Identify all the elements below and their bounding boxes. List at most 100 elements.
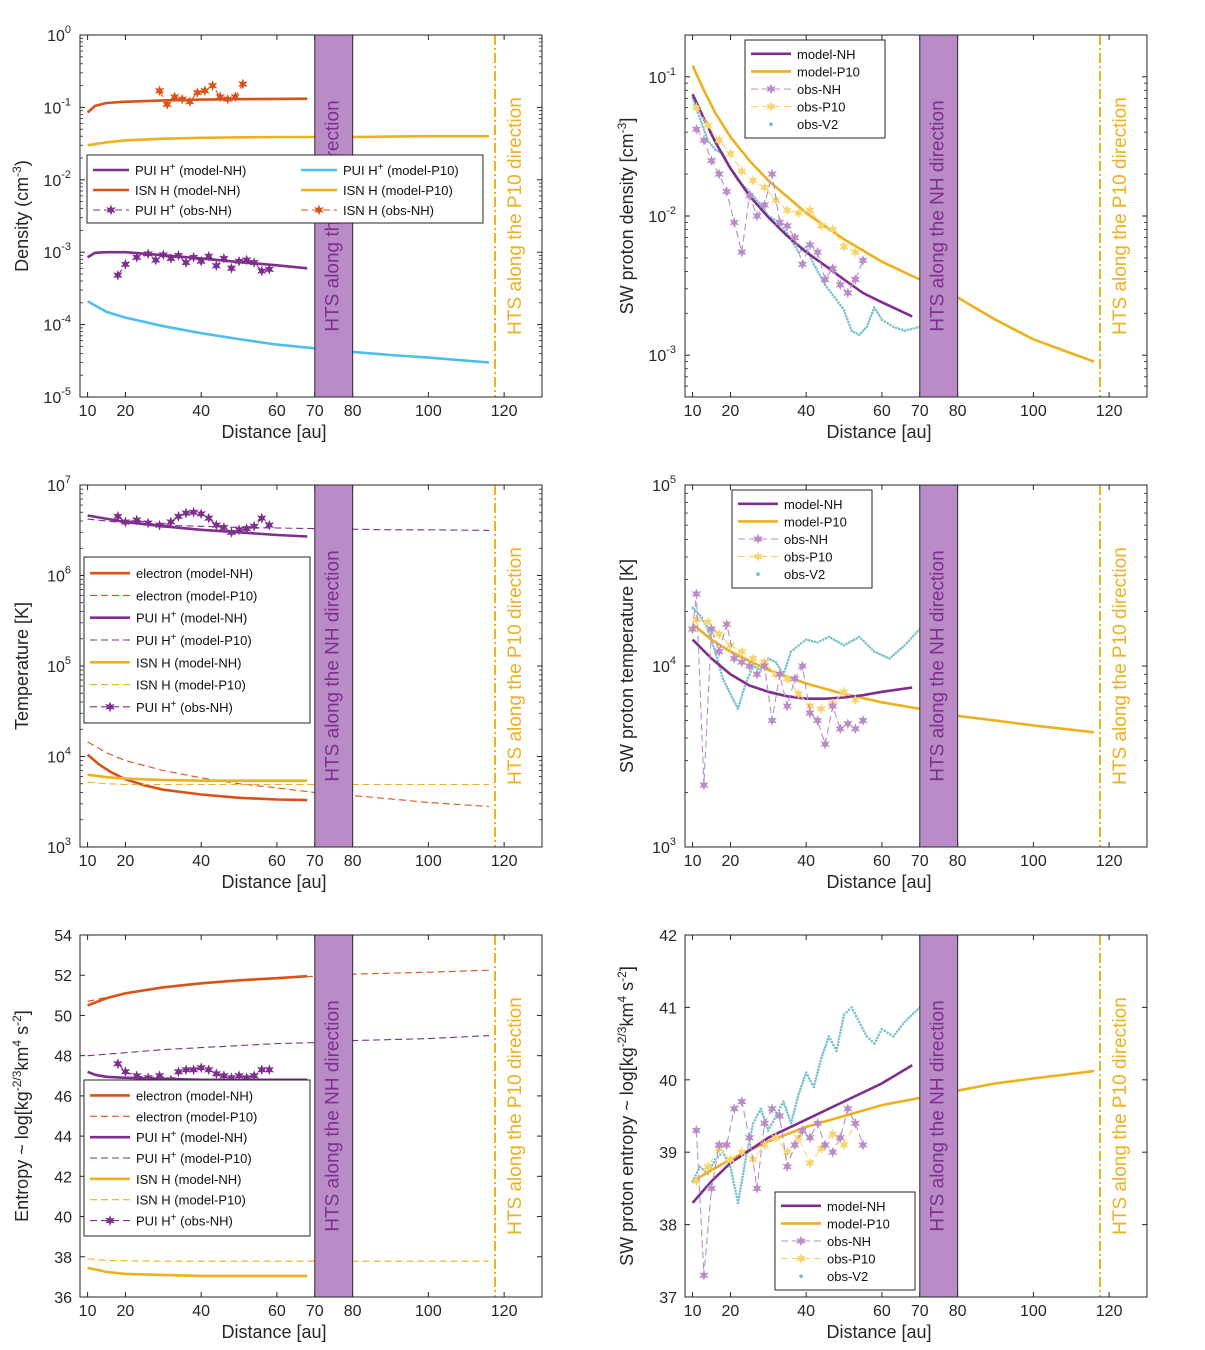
data-point xyxy=(844,314,848,318)
series-pui-h-obs-nh- xyxy=(113,248,275,281)
data-point xyxy=(912,1012,915,1015)
data-point xyxy=(827,1146,838,1158)
data-point xyxy=(820,1139,830,1151)
data-point xyxy=(782,1161,792,1173)
data-point xyxy=(872,309,875,312)
data-point xyxy=(845,642,848,646)
data-point xyxy=(219,1070,229,1082)
x-tick-label: 20 xyxy=(722,853,740,870)
data-point xyxy=(813,265,817,269)
data-point xyxy=(711,641,714,645)
data-point xyxy=(740,696,743,699)
data-point xyxy=(876,1036,879,1040)
data-point xyxy=(790,1139,800,1151)
data-point xyxy=(860,1026,864,1029)
data-point xyxy=(731,697,735,701)
data-point xyxy=(722,680,726,683)
x-tick-label: 10 xyxy=(684,1303,702,1320)
x-tick-label: 70 xyxy=(306,853,324,870)
legend-label: obs-V2 xyxy=(784,567,825,582)
data-point xyxy=(866,644,870,647)
data-point xyxy=(774,660,778,664)
data-point xyxy=(771,1120,775,1124)
data-point xyxy=(158,249,169,261)
x-tick-label: 100 xyxy=(1020,1303,1047,1320)
data-point xyxy=(257,512,267,524)
data-point xyxy=(691,588,702,600)
series-line xyxy=(87,134,489,147)
series-obs-nh xyxy=(691,123,868,299)
data-point xyxy=(249,1070,259,1082)
data-point xyxy=(790,1119,794,1122)
data-point xyxy=(769,658,773,661)
data-point xyxy=(222,93,233,105)
data-point xyxy=(789,650,793,653)
legend-label: model-NH xyxy=(784,497,843,512)
y-tick-label: 10-1 xyxy=(648,66,676,87)
data-point xyxy=(907,639,911,642)
data-point xyxy=(719,1153,722,1156)
x-tick-label: 70 xyxy=(306,403,324,420)
data-point xyxy=(868,317,872,320)
data-point xyxy=(733,1186,737,1190)
data-point xyxy=(154,519,165,531)
data-point xyxy=(805,239,815,251)
data-point xyxy=(192,87,203,99)
x-tick-label: 80 xyxy=(949,403,967,420)
data-point xyxy=(916,630,919,633)
series-electron-model-p10- xyxy=(87,741,490,808)
x-tick-label: 10 xyxy=(79,853,97,870)
x-tick-label: 120 xyxy=(1096,1303,1123,1320)
data-point xyxy=(725,148,736,160)
series-line xyxy=(87,1266,308,1278)
data-point xyxy=(706,1182,717,1194)
data-point xyxy=(824,1043,828,1046)
data-point xyxy=(858,715,868,726)
data-point xyxy=(737,1146,747,1158)
data-point xyxy=(234,1070,244,1082)
data-point xyxy=(816,1071,819,1074)
data-point xyxy=(712,644,715,648)
x-tick-label: 20 xyxy=(722,1303,740,1320)
data-point xyxy=(827,224,838,235)
data-point xyxy=(737,656,747,668)
legend-label: electron (model-P10) xyxy=(136,1109,257,1124)
data-point xyxy=(857,1020,861,1024)
data-point xyxy=(120,516,131,528)
x-tick-label: 40 xyxy=(192,853,210,870)
hts-nh-band xyxy=(314,934,354,1298)
data-point xyxy=(901,1023,904,1026)
data-point xyxy=(848,323,851,327)
data-point xyxy=(697,114,701,118)
data-point xyxy=(736,707,740,711)
legend-marker xyxy=(796,1235,806,1247)
data-point xyxy=(226,262,237,274)
data-point xyxy=(257,265,267,277)
series-line xyxy=(691,65,1095,363)
data-point xyxy=(215,91,225,103)
data-point xyxy=(211,260,222,272)
data-point xyxy=(827,635,831,639)
data-point xyxy=(827,700,838,712)
data-point xyxy=(773,1117,776,1121)
data-point xyxy=(854,1014,858,1018)
data-point xyxy=(708,141,711,144)
data-point xyxy=(842,644,846,647)
data-point xyxy=(741,1172,745,1176)
data-point xyxy=(795,1101,798,1105)
data-point xyxy=(740,1181,743,1184)
data-point xyxy=(708,633,711,636)
data-point xyxy=(862,639,865,643)
data-point xyxy=(188,506,199,518)
series-obs-v2 xyxy=(691,606,922,711)
data-point xyxy=(777,665,781,669)
data-point xyxy=(264,263,275,275)
y-tick-label: 38 xyxy=(54,1250,72,1267)
data-point xyxy=(853,1011,856,1015)
data-point xyxy=(113,269,123,281)
legend-label: ISN H (model-P10) xyxy=(343,183,453,198)
data-point xyxy=(821,1054,824,1057)
panel-sw_temperature: HTS along the NH direction HTS along the … xyxy=(617,474,1148,892)
data-point xyxy=(850,1006,853,1009)
data-point xyxy=(820,738,830,750)
